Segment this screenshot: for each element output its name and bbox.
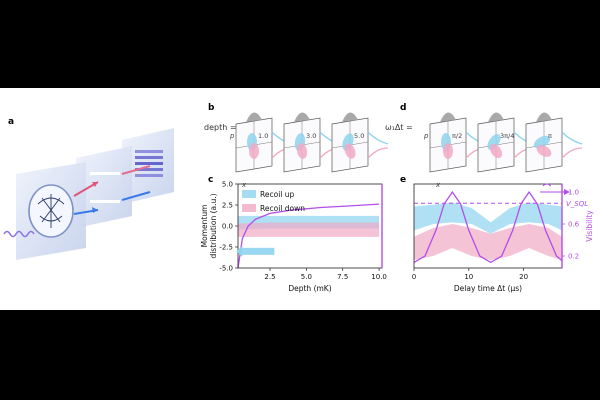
x-tick-label: 10.0	[371, 273, 387, 281]
x-tick-label: 0	[412, 273, 416, 281]
recoil-up-arrowhead-icon	[92, 182, 98, 187]
x-tick-label: 5.0	[301, 273, 312, 281]
recoil-down-blob	[344, 143, 356, 159]
phase-frame-value: 3.0	[306, 132, 316, 140]
recoil-down-arrowhead-icon	[92, 207, 98, 213]
marginal-peak	[488, 112, 504, 122]
atom-cluster	[37, 194, 65, 228]
x-tick-label: 20	[519, 273, 528, 281]
panel-b-prefix: depth =	[204, 123, 237, 132]
recoil-up-profile	[561, 131, 583, 145]
figure-panel: a	[0, 88, 600, 310]
marginal-peak	[294, 112, 310, 122]
panel-d-prefix: ω₁Δt =	[385, 123, 413, 132]
y-axis-label-line2: distribution (a.u.)	[209, 193, 218, 258]
phase-frame-1: 1.0	[235, 112, 293, 173]
recoil-down-profile	[561, 147, 583, 159]
recoil-up-profile	[367, 131, 389, 145]
panel-label-a: a	[8, 117, 14, 127]
middle-plate	[76, 146, 132, 228]
y-tick-label: -2.5	[219, 244, 233, 252]
left-arrow-shaft-icon	[242, 247, 275, 255]
recoil-down-profile	[367, 147, 389, 159]
recoil-down-blob	[536, 145, 552, 157]
y2-tick-label: 1.0	[568, 189, 579, 197]
phase-x-axis-label: x	[241, 181, 247, 189]
band-recoil-up	[414, 202, 562, 234]
panel-b-phase-space: 1.0 3.0 5.0 x p	[229, 112, 389, 189]
x-tick-label: 10	[464, 273, 473, 281]
visibility-curve	[237, 203, 380, 269]
phase-frame-value: 3π/4	[500, 132, 514, 140]
x-tick-label: 2.5	[264, 273, 275, 281]
panel-label-e: e	[400, 175, 406, 185]
y-tick-label: 5.0	[222, 181, 233, 189]
x-tick-label: 7.5	[337, 273, 348, 281]
phase-frame-2: 3π/4	[477, 112, 535, 173]
phase-frame-1: π/2	[429, 112, 487, 173]
figure-svg: a	[3, 103, 594, 294]
y-axis-label-line1: Momentum	[200, 205, 209, 248]
legend-swatch	[242, 190, 256, 198]
recoil-down-blob	[443, 143, 453, 159]
phase-x-axis-label: x	[435, 181, 441, 189]
phase-frame-value: 1.0	[258, 132, 268, 140]
panel-label-c: c	[208, 175, 213, 185]
panel-label-d: d	[400, 103, 406, 113]
apparatus-illustration	[3, 128, 174, 260]
phase-frame-3: 5.0	[331, 112, 389, 173]
marginal-peak	[246, 112, 262, 122]
left-arrow-head-icon	[236, 245, 243, 257]
panel-d-phase-space: π/2 3π/4 π x p	[423, 112, 583, 189]
y-tick-label: 2.5	[222, 202, 233, 210]
phase-p-axis-label: p	[229, 132, 235, 140]
chart-c: 2.5 5.0 7.5 10.0 -5.0 -2.5 0.0 2.5 5.0 Depth (mK)…	[200, 181, 387, 294]
band-recoil-down	[238, 222, 380, 237]
chart-e: 0 10 20 0.2 0.6 1.0 Delay time Δt (μs) Visibili…	[412, 183, 594, 293]
y-tick-label: 0.0	[222, 223, 233, 231]
panel-label-b: b	[208, 103, 215, 113]
beam-lower-icon	[121, 191, 151, 201]
band-recoil-down	[414, 224, 562, 260]
fringe-pattern	[135, 150, 163, 177]
slit-upper	[90, 172, 120, 175]
y-tick-label: -5.0	[219, 265, 233, 273]
sql-threshold-label: V_SQL	[566, 200, 588, 208]
slit-lower	[90, 200, 120, 203]
legend-swatch	[242, 204, 256, 212]
marginal-peak	[342, 112, 358, 122]
curve-marker-icon	[542, 183, 552, 187]
phase-frame-value: π/2	[452, 132, 462, 140]
marginal-peak	[536, 112, 552, 122]
x-axis-label: Delay time Δt (μs)	[454, 284, 522, 293]
y2-tick-label: 0.2	[568, 253, 579, 261]
recoil-up-blob	[533, 135, 551, 149]
phase-frame-value: π	[548, 132, 552, 140]
x-axis-label: Depth (mK)	[288, 284, 331, 293]
legend-label: Recoil up	[260, 190, 295, 199]
phase-p-axis-label: p	[423, 132, 429, 140]
visibility-curve	[413, 190, 563, 264]
y2-axis-label: Visibility	[585, 210, 594, 242]
legend-label: Recoil down	[260, 204, 305, 213]
phase-frame-2: 3.0	[283, 112, 341, 173]
beam-upper-icon	[121, 165, 151, 175]
recoil-down-blob	[489, 143, 503, 159]
phase-frame-3: π	[525, 112, 583, 173]
incoming-photon-icon	[3, 230, 35, 238]
right-arrow-head-icon	[564, 189, 570, 195]
y2-tick-label: 0.6	[568, 221, 580, 229]
phase-frame-value: 5.0	[354, 132, 364, 140]
recoil-down-blob	[249, 143, 259, 159]
recoil-down-blob	[296, 143, 308, 159]
marginal-peak	[440, 112, 456, 122]
